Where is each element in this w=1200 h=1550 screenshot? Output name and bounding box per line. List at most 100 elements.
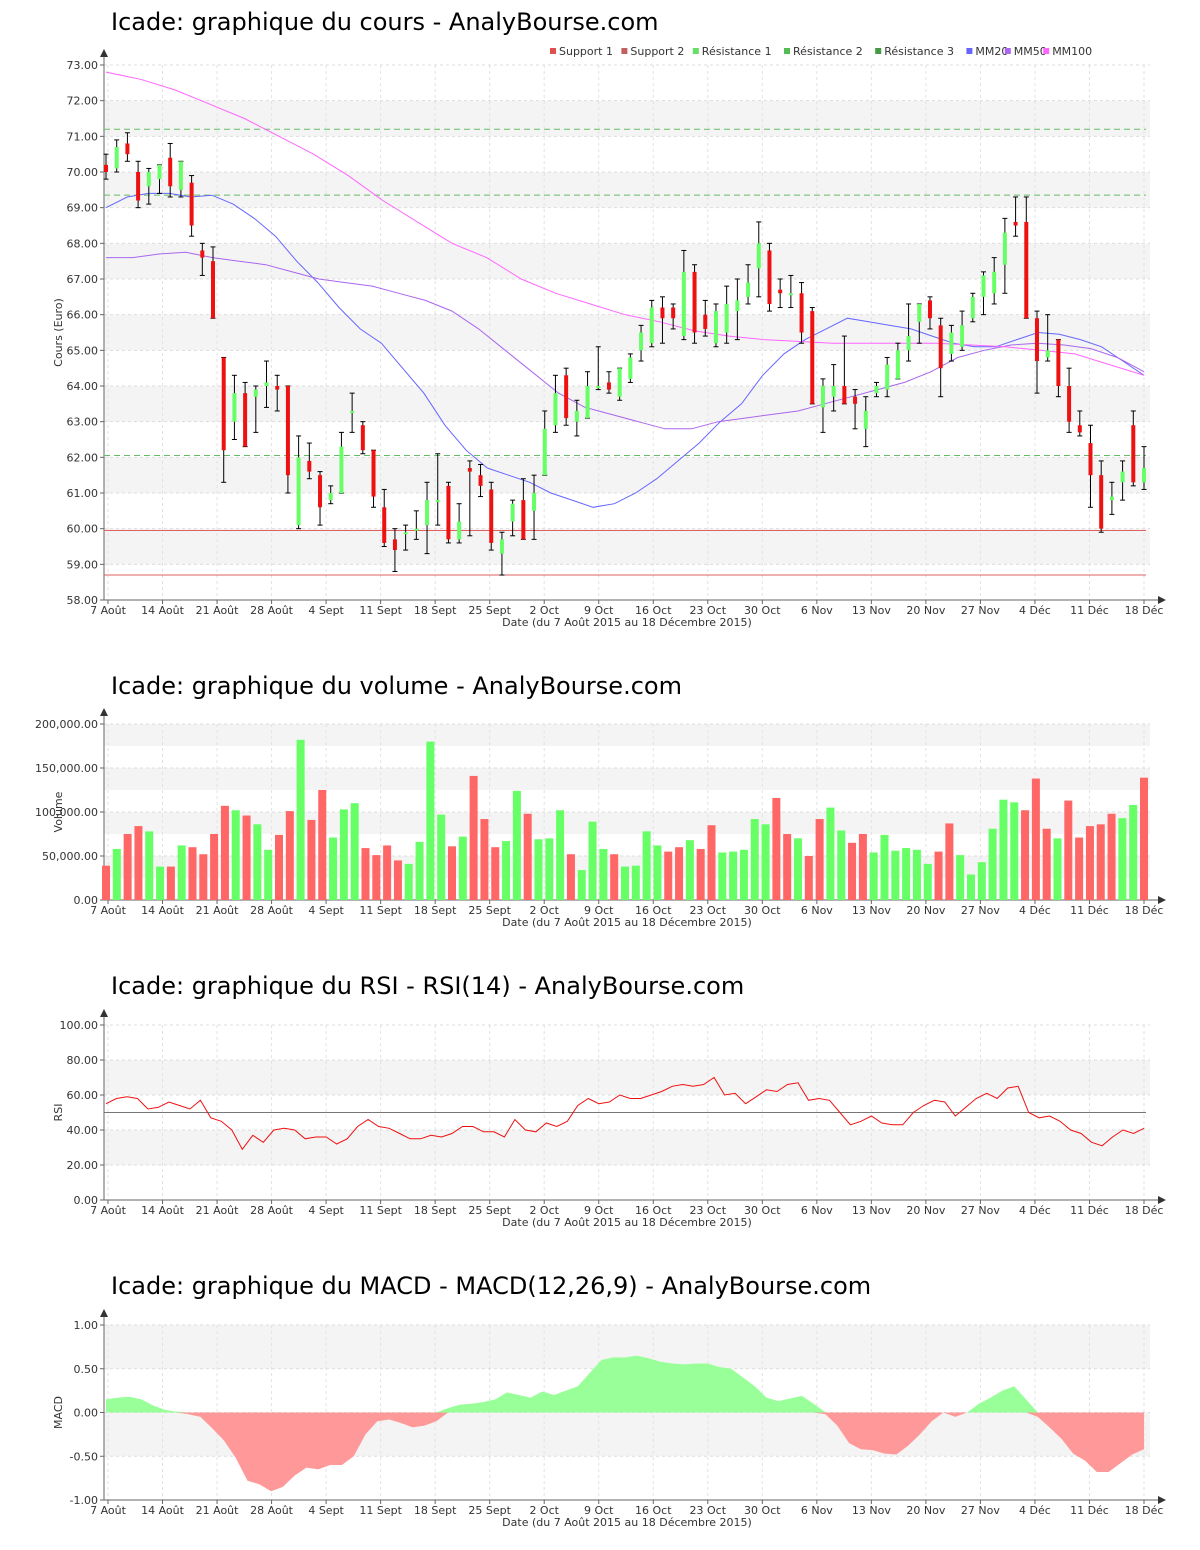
mm20-line bbox=[105, 192, 1145, 508]
legend-label: Résistance 2 bbox=[793, 45, 863, 58]
volume-bar bbox=[437, 814, 446, 900]
x-axis-arrow bbox=[1158, 1496, 1166, 1504]
x-tick-label: 13 Nov bbox=[852, 1504, 891, 1517]
x-tick-label: 27 Nov bbox=[961, 904, 1000, 917]
x-tick-label: 16 Oct bbox=[635, 904, 672, 917]
candle-body bbox=[1013, 221, 1018, 226]
x-tick-label: 18 Déc bbox=[1125, 1204, 1164, 1217]
x-tick-label: 21 Août bbox=[196, 1504, 240, 1517]
x-tick-label: 28 Août bbox=[250, 604, 294, 617]
volume-bar bbox=[123, 834, 132, 900]
legend-label: MM20 bbox=[975, 45, 1008, 58]
candle-body bbox=[842, 386, 847, 404]
rsi-chart-title: Icade: graphique du RSI - RSI(14) - Anal… bbox=[111, 972, 745, 1000]
candle-body bbox=[874, 386, 879, 394]
candle-body bbox=[606, 382, 611, 390]
candle-body bbox=[628, 357, 633, 379]
x-tick-label: 28 Août bbox=[250, 1204, 294, 1217]
y-tick-label: 0.00 bbox=[74, 1194, 99, 1207]
candle-body bbox=[221, 357, 226, 451]
x-tick-label: 4 Déc bbox=[1019, 604, 1051, 617]
y-tick-label: -0.50 bbox=[70, 1450, 98, 1463]
volume-bar bbox=[329, 837, 338, 900]
volume-bar bbox=[512, 790, 521, 900]
y-axis-label: Cours (Euro) bbox=[52, 298, 65, 367]
candle-body bbox=[521, 500, 526, 540]
candle-body bbox=[125, 143, 130, 155]
volume-bar bbox=[199, 854, 208, 900]
candle-body bbox=[467, 468, 472, 472]
x-tick-label: 11 Sept bbox=[359, 904, 402, 917]
candle-body bbox=[1120, 471, 1125, 483]
x-tick-label: 18 Sept bbox=[414, 1204, 457, 1217]
x-tick-label: 30 Oct bbox=[744, 904, 781, 917]
volume-bar bbox=[1010, 802, 1019, 900]
x-tick-label: 11 Sept bbox=[359, 1504, 402, 1517]
x-tick-label: 30 Oct bbox=[744, 1204, 781, 1217]
volume-bar bbox=[534, 839, 543, 900]
candle-body bbox=[564, 375, 569, 419]
candle-body bbox=[532, 493, 537, 511]
candle-body bbox=[489, 489, 494, 543]
x-tick-label: 11 Déc bbox=[1070, 904, 1109, 917]
x-tick-label: 6 Nov bbox=[801, 604, 833, 617]
volume-bar bbox=[253, 824, 262, 900]
y-tick-label: 64.00 bbox=[67, 380, 99, 393]
x-tick-label: 11 Déc bbox=[1070, 1504, 1109, 1517]
volume-bar bbox=[999, 799, 1008, 900]
candle-body bbox=[810, 311, 815, 404]
volume-bar bbox=[977, 862, 986, 900]
volume-bar bbox=[383, 845, 392, 900]
plot-band bbox=[104, 386, 1150, 422]
volume-bar bbox=[664, 851, 673, 900]
y-tick-label: 59.00 bbox=[67, 558, 99, 571]
y-axis-arrow bbox=[100, 1309, 108, 1317]
x-tick-label: 9 Oct bbox=[584, 1204, 614, 1217]
volume-bar bbox=[523, 813, 532, 900]
y-tick-label: 80.00 bbox=[67, 1054, 99, 1067]
y-tick-label: 67.00 bbox=[67, 273, 99, 286]
candle-body bbox=[553, 393, 558, 426]
volume-bar bbox=[988, 828, 997, 900]
x-tick-label: 20 Nov bbox=[906, 904, 945, 917]
volume-bar bbox=[156, 866, 165, 900]
x-tick-label: 4 Déc bbox=[1019, 1504, 1051, 1517]
x-tick-label: 6 Nov bbox=[801, 1504, 833, 1517]
x-tick-label: 7 Août bbox=[90, 904, 127, 917]
candle-body bbox=[382, 507, 387, 543]
x-tick-label: 9 Oct bbox=[584, 604, 614, 617]
x-tick-label: 20 Nov bbox=[906, 1204, 945, 1217]
x-tick-label: 16 Oct bbox=[635, 1504, 672, 1517]
legend-swatch bbox=[875, 48, 882, 54]
volume-bar bbox=[772, 797, 781, 900]
candle-body bbox=[425, 500, 430, 526]
volume-bar bbox=[275, 834, 283, 900]
plot-band bbox=[104, 100, 1150, 137]
candle-body bbox=[178, 161, 183, 190]
candle-body bbox=[1034, 318, 1039, 362]
macd-chart-title: Icade: graphique du MACD - MACD(12,26,9)… bbox=[111, 1272, 872, 1300]
x-tick-label: 30 Oct bbox=[744, 604, 781, 617]
legend-label: MM50 bbox=[1014, 45, 1047, 58]
candle-body bbox=[1131, 425, 1136, 483]
volume-bar bbox=[502, 841, 511, 900]
x-tick-label: 11 Déc bbox=[1070, 1204, 1109, 1217]
candle-body bbox=[981, 275, 986, 297]
volume-bar bbox=[621, 866, 629, 900]
volume-bar bbox=[264, 849, 273, 900]
candle-body bbox=[371, 450, 376, 497]
rsi-line bbox=[105, 1076, 1145, 1151]
x-tick-label: 20 Nov bbox=[906, 1504, 945, 1517]
x-tick-label: 28 Août bbox=[250, 904, 294, 917]
volume-bar bbox=[967, 874, 975, 900]
plot-band bbox=[104, 1060, 1150, 1095]
volume-bar bbox=[1129, 804, 1138, 900]
y-tick-label: 72.00 bbox=[67, 95, 99, 108]
volume-bar bbox=[804, 856, 813, 900]
candle-body bbox=[136, 172, 141, 201]
volume-bar bbox=[404, 863, 413, 900]
x-tick-label: 18 Sept bbox=[414, 604, 457, 617]
volume-bar bbox=[372, 855, 381, 900]
y-tick-label: 100,000.00 bbox=[35, 806, 98, 819]
y-tick-label: 100.00 bbox=[60, 1019, 99, 1032]
